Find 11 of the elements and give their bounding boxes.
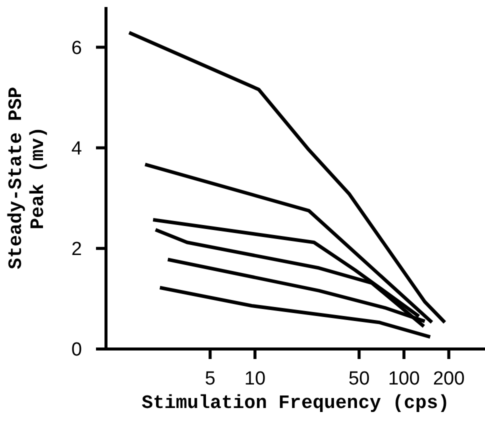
y-tick-label: 2 bbox=[71, 239, 82, 260]
y-tick-label: 6 bbox=[71, 38, 82, 59]
x-tick-label: 5 bbox=[204, 368, 216, 390]
x-tick-label: 50 bbox=[348, 368, 370, 390]
x-tick-label: 10 bbox=[244, 368, 266, 390]
y-tick-label: 4 bbox=[71, 138, 82, 160]
x-tick-label: 100 bbox=[388, 368, 420, 390]
y-tick-label: 0 bbox=[71, 340, 82, 361]
x-tick-label: 200 bbox=[432, 368, 465, 390]
x-axis-title: Stimulation Frequency (cps) bbox=[142, 392, 450, 414]
y-axis-title: Steady-State PSP Peak (mv) bbox=[5, 86, 49, 270]
